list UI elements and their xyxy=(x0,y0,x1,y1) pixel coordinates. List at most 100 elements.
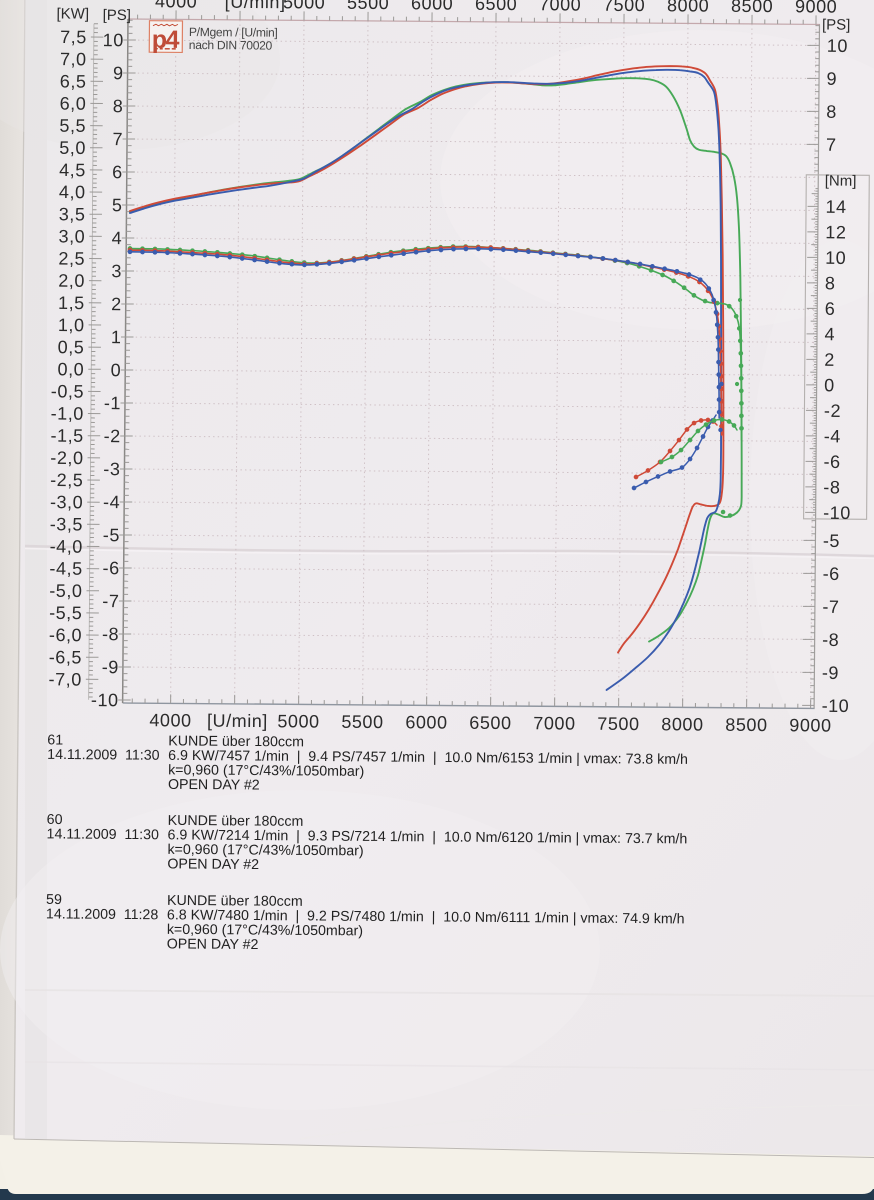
svg-text:-2,5: -2,5 xyxy=(50,470,83,490)
svg-text:10: 10 xyxy=(825,248,846,268)
svg-text:-10: -10 xyxy=(91,690,119,710)
svg-text:-4,5: -4,5 xyxy=(49,559,82,579)
svg-text:-4: -4 xyxy=(103,492,120,512)
svg-text:KUNDE über 180ccm: KUNDE über 180ccm xyxy=(168,813,304,830)
svg-text:7,5: 7,5 xyxy=(60,27,87,47)
svg-text:6000: 6000 xyxy=(411,0,453,14)
svg-text:4,5: 4,5 xyxy=(59,160,86,180)
svg-text:-6: -6 xyxy=(823,564,840,584)
svg-text:14.11.2009 11:30: 14.11.2009 11:30 xyxy=(47,826,160,843)
svg-text:1: 1 xyxy=(111,327,122,347)
svg-text:4: 4 xyxy=(824,324,835,344)
svg-text:-8: -8 xyxy=(822,630,839,650)
svg-text:8000: 8000 xyxy=(661,714,703,734)
svg-text:-6,5: -6,5 xyxy=(49,647,82,667)
svg-text:KUNDE über 180ccm: KUNDE über 180ccm xyxy=(167,893,303,910)
svg-text:0: 0 xyxy=(111,360,122,380)
svg-text:1,0: 1,0 xyxy=(58,315,85,335)
svg-text:6: 6 xyxy=(112,162,123,182)
svg-text:6,0: 6,0 xyxy=(60,93,87,113)
svg-text:6.8 KW/7480 1/min | 9.2 PS/7: 6.8 KW/7480 1/min | 9.2 PS/7480 1/min | … xyxy=(167,907,685,927)
svg-text:-7: -7 xyxy=(822,597,839,617)
svg-text:5,5: 5,5 xyxy=(59,116,86,136)
svg-text:7000: 7000 xyxy=(533,713,575,733)
svg-text:3,0: 3,0 xyxy=(59,226,86,246)
svg-text:9000: 9000 xyxy=(795,0,837,17)
svg-text:7000: 7000 xyxy=(539,0,581,15)
svg-text:-2: -2 xyxy=(824,401,841,421)
svg-text:6500: 6500 xyxy=(475,0,517,14)
svg-text:7: 7 xyxy=(112,129,123,149)
svg-text:61: 61 xyxy=(47,732,63,748)
svg-text:6: 6 xyxy=(825,299,836,319)
svg-text:9000: 9000 xyxy=(789,715,831,735)
svg-text:P/Mgem / [U/min]: P/Mgem / [U/min] xyxy=(189,25,278,40)
svg-text:-10: -10 xyxy=(823,503,851,523)
svg-text:-3: -3 xyxy=(103,459,120,479)
svg-text:14.11.2009 11:28: 14.11.2009 11:28 xyxy=(46,906,159,923)
svg-text:nach DIN 70020: nach DIN 70020 xyxy=(189,38,273,53)
svg-text:5,0: 5,0 xyxy=(59,138,86,158)
svg-text:OPEN DAY #2: OPEN DAY #2 xyxy=(167,936,259,953)
svg-text:7500: 7500 xyxy=(603,0,645,15)
svg-text:-1: -1 xyxy=(104,393,121,413)
svg-text:-7,0: -7,0 xyxy=(49,669,82,689)
svg-text:-10: -10 xyxy=(822,696,850,716)
svg-text:5500: 5500 xyxy=(347,0,389,13)
svg-text:10: 10 xyxy=(827,36,848,56)
svg-text:-4,0: -4,0 xyxy=(50,536,83,556)
svg-text:-6: -6 xyxy=(102,558,119,578)
svg-text:5000: 5000 xyxy=(283,0,325,13)
svg-text:[PS]: [PS] xyxy=(822,16,850,33)
svg-text:2: 2 xyxy=(824,350,835,370)
svg-text:-1,0: -1,0 xyxy=(51,404,84,424)
svg-text:-2,0: -2,0 xyxy=(50,448,83,468)
svg-text:-5,5: -5,5 xyxy=(49,603,82,623)
svg-text:p4: p4 xyxy=(152,26,180,54)
svg-text:0: 0 xyxy=(824,375,835,395)
svg-text:-2: -2 xyxy=(104,426,121,446)
svg-text:-0,5: -0,5 xyxy=(51,381,84,401)
svg-text:59: 59 xyxy=(46,892,62,908)
svg-text:-8: -8 xyxy=(823,477,840,497)
svg-text:[U/min]: [U/min] xyxy=(207,711,268,731)
svg-text:8: 8 xyxy=(825,273,836,293)
svg-text:-8: -8 xyxy=(102,624,119,644)
svg-text:6500: 6500 xyxy=(469,713,511,733)
svg-text:6,5: 6,5 xyxy=(60,71,87,91)
svg-text:4,0: 4,0 xyxy=(59,182,86,202)
svg-text:2,5: 2,5 xyxy=(58,249,85,269)
svg-text:8500: 8500 xyxy=(731,0,773,16)
svg-text:6.9 KW/7214 1/min | 9.3 PS/7: 6.9 KW/7214 1/min | 9.3 PS/7214 1/min | … xyxy=(168,827,688,847)
svg-text:-9: -9 xyxy=(822,663,839,683)
svg-text:4: 4 xyxy=(112,228,123,248)
svg-text:60: 60 xyxy=(47,812,63,828)
svg-text:[Nm]: [Nm] xyxy=(825,172,857,189)
svg-text:[PS]: [PS] xyxy=(103,7,131,24)
svg-text:k=0,960 (17°C/43%/1050mbar): k=0,960 (17°C/43%/1050mbar) xyxy=(167,922,363,940)
svg-text:-7: -7 xyxy=(102,591,119,611)
svg-text:8500: 8500 xyxy=(725,715,767,735)
svg-text:2,0: 2,0 xyxy=(58,271,85,291)
svg-text:8: 8 xyxy=(826,102,837,122)
svg-text:4000: 4000 xyxy=(149,710,191,730)
svg-text:KUNDE über 180ccm: KUNDE über 180ccm xyxy=(168,733,304,750)
svg-text:8000: 8000 xyxy=(667,0,709,16)
svg-text:5500: 5500 xyxy=(341,712,383,732)
svg-text:-6,0: -6,0 xyxy=(49,625,82,645)
svg-text:10: 10 xyxy=(103,30,124,50)
svg-text:-4: -4 xyxy=(824,426,841,446)
svg-text:2: 2 xyxy=(111,294,122,314)
svg-text:-5: -5 xyxy=(103,525,120,545)
svg-text:5: 5 xyxy=(112,195,123,215)
svg-text:6.9 KW/7457 1/min | 9.4 PS/7: 6.9 KW/7457 1/min | 9.4 PS/7457 1/min | … xyxy=(168,748,688,768)
svg-text:-5,0: -5,0 xyxy=(49,581,82,601)
svg-text:k=0,960 (17°C/43%/1050mbar): k=0,960 (17°C/43%/1050mbar) xyxy=(167,842,363,860)
svg-text:OPEN DAY #2: OPEN DAY #2 xyxy=(167,856,259,873)
svg-text:12: 12 xyxy=(825,222,846,242)
svg-text:[KW]: [KW] xyxy=(56,5,89,22)
svg-text:-6: -6 xyxy=(823,452,840,472)
svg-text:[U/min]: [U/min] xyxy=(225,0,286,12)
svg-text:9: 9 xyxy=(826,69,837,89)
svg-text:3,5: 3,5 xyxy=(59,204,86,224)
